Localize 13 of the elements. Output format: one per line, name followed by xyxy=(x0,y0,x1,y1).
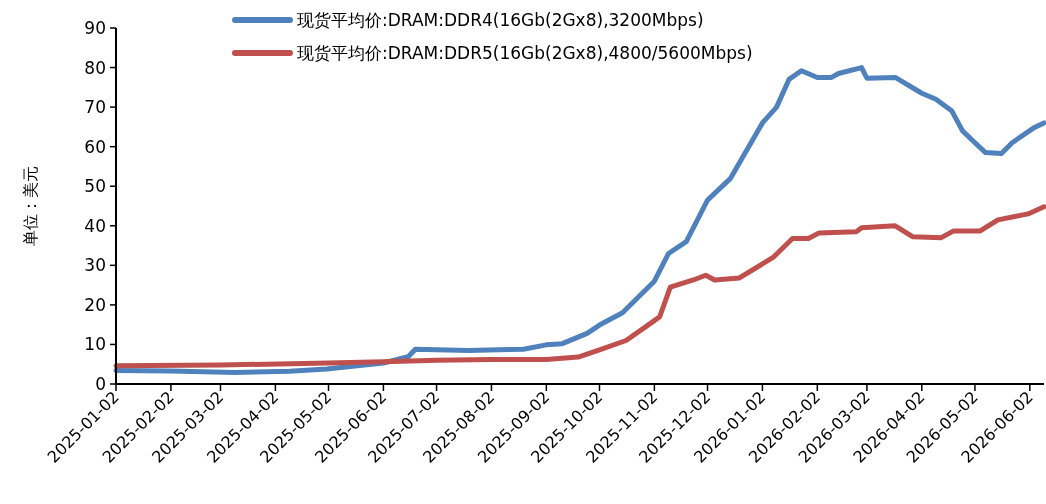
y-tick-label: 10 xyxy=(84,334,106,355)
y-tick-label: 0 xyxy=(95,374,106,394)
y-tick-label: 90 xyxy=(84,18,106,38)
y-axis-title: 单位：美元 xyxy=(21,166,40,246)
legend-label: 现货平均价:DRAM:DDR5(16Gb(2Gx8),4800/5600Mbps) xyxy=(297,43,753,63)
y-tick-label: 40 xyxy=(84,215,106,236)
legend-label: 现货平均价:DRAM:DDR4(16Gb(2Gx8),3200Mbps) xyxy=(297,10,704,30)
y-tick-label: 80 xyxy=(84,57,106,78)
y-tick-label: 70 xyxy=(84,97,106,118)
y-tick-label: 60 xyxy=(84,136,106,157)
y-tick-label: 50 xyxy=(84,176,106,197)
y-tick-label: 30 xyxy=(84,255,106,276)
y-tick-label: 20 xyxy=(84,294,106,315)
